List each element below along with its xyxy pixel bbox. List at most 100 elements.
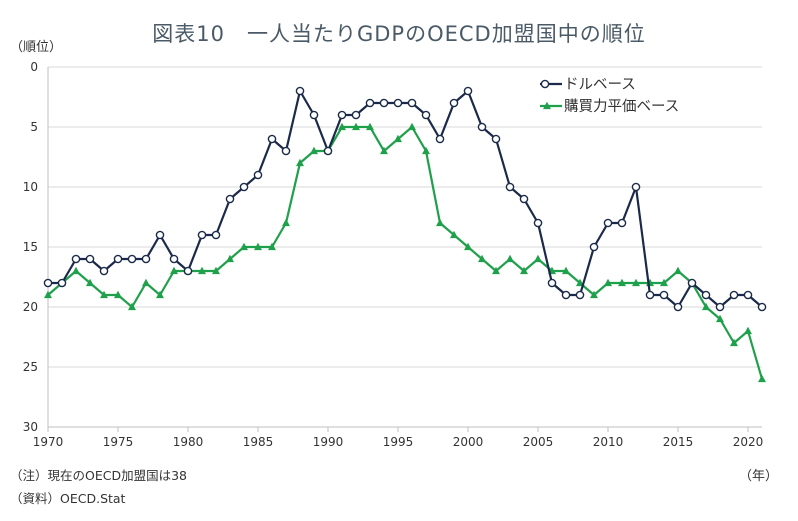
data-point — [561, 290, 571, 300]
data-point — [394, 134, 402, 143]
legend-item: 購買力平価ベース — [540, 98, 679, 115]
y-tick-label: 15 — [23, 240, 38, 254]
x-tick-label: 1975 — [103, 435, 134, 449]
chart-source: （資料）OECD.Stat — [10, 491, 126, 506]
data-point — [351, 110, 361, 120]
data-point — [422, 146, 430, 155]
y-tick-label: 25 — [23, 360, 38, 374]
x-tick-label: 2015 — [663, 435, 694, 449]
data-point — [757, 302, 767, 312]
series-line — [48, 89, 763, 309]
data-point — [380, 146, 388, 155]
legend-marker — [540, 79, 550, 89]
y-tick-labels: 0 5 10 15 20 25 30 — [23, 60, 38, 434]
data-point — [267, 134, 277, 144]
x-tick-label: 1995 — [383, 435, 414, 449]
data-point — [575, 290, 585, 300]
data-point — [295, 86, 305, 96]
data-point — [491, 134, 501, 144]
data-point — [589, 242, 599, 252]
data-point — [71, 254, 81, 264]
data-point — [366, 122, 374, 131]
series-dollar — [43, 86, 767, 312]
axes — [47, 67, 762, 432]
y-tick-label: 0 — [30, 60, 38, 74]
x-tick-label: 1990 — [313, 435, 344, 449]
data-point — [674, 266, 682, 275]
data-point — [687, 278, 697, 288]
data-point — [478, 254, 486, 263]
data-point — [281, 146, 291, 156]
data-point — [211, 230, 221, 240]
data-point — [534, 254, 542, 263]
chart-note: （注）現在のOECD加盟国は38 — [10, 468, 187, 483]
data-point — [449, 98, 459, 108]
data-point — [421, 110, 431, 120]
data-point — [506, 254, 514, 263]
data-point — [100, 290, 108, 299]
data-point — [253, 170, 263, 180]
data-point — [365, 98, 375, 108]
x-tick-label: 2010 — [593, 435, 624, 449]
data-point — [85, 254, 95, 264]
data-point — [282, 218, 290, 227]
data-point — [114, 290, 122, 299]
data-point — [239, 182, 249, 192]
data-point — [309, 110, 319, 120]
series-line — [47, 125, 764, 380]
data-point — [505, 182, 515, 192]
data-point — [197, 230, 207, 240]
data-point — [758, 374, 766, 383]
legend-marker — [543, 101, 551, 110]
data-point — [701, 290, 711, 300]
data-point — [352, 122, 360, 131]
data-point — [240, 242, 248, 251]
x-axis-label: （年） — [738, 469, 778, 484]
data-point — [519, 194, 529, 204]
data-point — [632, 278, 640, 287]
data-point — [254, 242, 262, 251]
data-point — [310, 146, 318, 155]
data-point — [547, 278, 557, 288]
legend-item: ドルベース — [540, 77, 636, 93]
data-point — [393, 98, 403, 108]
data-point — [338, 122, 346, 131]
data-point — [183, 266, 193, 276]
chart-title: 図表10 一人当たりGDPのOECD加盟国中の順位 — [152, 22, 646, 46]
data-point — [743, 290, 753, 300]
y-tick-label: 10 — [23, 180, 38, 194]
data-point — [673, 302, 683, 312]
data-point — [43, 278, 53, 288]
data-point — [562, 266, 570, 275]
data-point — [155, 230, 165, 240]
data-point — [44, 290, 52, 299]
x-tick-label: 1980 — [173, 435, 204, 449]
data-point — [225, 194, 235, 204]
data-point — [435, 134, 445, 144]
data-point — [730, 338, 738, 347]
data-point — [142, 278, 150, 287]
x-tick-label: 1970 — [33, 435, 64, 449]
series-group — [43, 86, 767, 383]
y-tick-label: 30 — [23, 420, 38, 434]
data-point — [268, 242, 276, 251]
data-point — [645, 290, 655, 300]
data-point — [408, 122, 416, 131]
y-tick-label: 20 — [23, 300, 38, 314]
x-tick-label: 2020 — [733, 435, 764, 449]
data-point — [590, 290, 598, 299]
legend-label: 購買力平価ベース — [564, 98, 679, 115]
data-point — [715, 302, 725, 312]
series-ppp — [44, 122, 766, 383]
data-point — [198, 266, 206, 275]
data-point — [226, 254, 234, 263]
data-point — [57, 278, 67, 288]
data-point — [450, 230, 458, 239]
x-tick-label: 2005 — [523, 435, 554, 449]
data-point — [127, 254, 137, 264]
data-point — [660, 278, 668, 287]
data-point — [128, 302, 136, 311]
data-point — [337, 110, 347, 120]
data-point — [463, 86, 473, 96]
